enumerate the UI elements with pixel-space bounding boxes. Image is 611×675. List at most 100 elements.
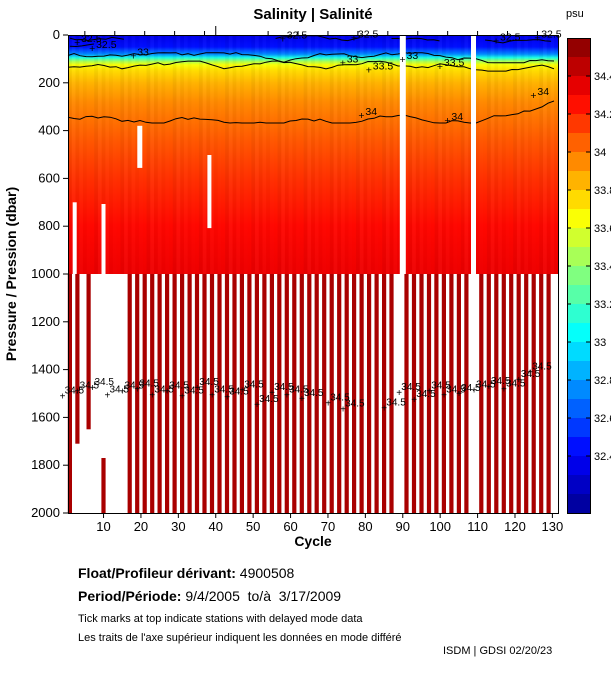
profile-column [450, 35, 454, 274]
contour-label-plus-mark: + [224, 393, 230, 404]
profile-column [334, 35, 338, 274]
deep-bar [359, 274, 364, 513]
profile-column [150, 35, 154, 274]
profile-column [236, 35, 240, 274]
contour-label-34-5: 34.5 [259, 394, 279, 405]
contour-label-34-5: 34.5 [304, 388, 324, 399]
contour-label-34-5: 34.5 [386, 397, 406, 408]
deep-bar [172, 274, 177, 513]
colorbar-band [567, 95, 590, 115]
deep-bar [389, 274, 394, 513]
x-tick-label: 60 [283, 519, 297, 534]
profile-column [289, 35, 293, 274]
colorbar-tick-label: 32.6 [594, 413, 611, 425]
deep-bar [150, 274, 155, 513]
y-axis-ticks: 0 200 400 600 800 1000 1200 1400 1600 1800 2000 [31, 27, 68, 520]
profile-column [229, 35, 233, 274]
colorbar-tick-label: 34.4 [594, 71, 611, 83]
deep-bar [254, 274, 259, 513]
contour-label-plus-mark: + [89, 43, 95, 55]
contour-label-plus-mark: + [105, 390, 111, 401]
profile-column [345, 35, 349, 274]
contour-line-32.5 [391, 37, 440, 42]
colorbar-tick-label: 33.8 [594, 185, 611, 197]
contour-label-34-5: 34.5 [214, 384, 234, 395]
contour-label-plus-mark: + [269, 388, 275, 399]
deep-bar [232, 274, 237, 513]
profile-column-texture [68, 35, 547, 274]
deep-bar [449, 274, 454, 513]
colorbar-band [567, 57, 590, 77]
deep-bar [329, 274, 334, 513]
contour-label-34-5: 34.5 [110, 384, 130, 395]
contour-label-34: 34 [365, 106, 377, 118]
deep-bar [299, 274, 304, 513]
profile-column [154, 35, 158, 274]
profile-column [109, 35, 113, 274]
profile-column [180, 35, 184, 274]
contour-label-34: 34 [451, 111, 463, 123]
deep-bar [464, 274, 469, 513]
contour-label-plus-mark: + [516, 375, 522, 386]
profile-column [543, 35, 547, 274]
deep-bar [546, 274, 551, 513]
contour-label-plus-mark: + [284, 390, 290, 401]
contour-label-33: 33 [347, 54, 359, 66]
deep-bar [67, 274, 72, 513]
note-english: Tick marks at top indicate stations with… [78, 613, 363, 625]
profile-column [285, 35, 289, 274]
deep-bar [501, 274, 506, 513]
contour-label-plus-mark: + [164, 387, 170, 398]
contour-line-32.5 [69, 43, 94, 48]
profile-column [319, 35, 323, 274]
profile-column [233, 35, 237, 274]
contour-label-34-5: 34.5 [95, 377, 115, 388]
period-label: Period/Période: [78, 588, 182, 604]
profile-column [83, 35, 87, 274]
profile-column [356, 35, 360, 274]
gap-strip [207, 155, 212, 229]
profile-column [244, 35, 248, 274]
contour-label-34-5: 34.5 [521, 369, 541, 380]
contour-label-plus-mark: + [280, 34, 286, 46]
x-tick-label: 110 [467, 519, 488, 534]
x-tick-label: 90 [396, 519, 410, 534]
colorbar-band [567, 285, 590, 305]
profile-column [191, 35, 195, 274]
colorbar-band [567, 399, 590, 419]
contour-label-plus-mark: + [456, 389, 462, 400]
contour-label-plus-mark: + [325, 399, 331, 410]
deep-bar [374, 274, 379, 513]
contour-label-34-5: 34.5 [345, 399, 365, 410]
profile-column [251, 35, 256, 274]
colorbar-tick-label: 33.6 [594, 223, 611, 235]
contour-line-32.5 [69, 36, 124, 42]
contour-label-34-5: 34.5 [401, 382, 421, 393]
contour-label-34-5: 34.5 [154, 384, 174, 395]
x-tick-label: 70 [321, 519, 335, 534]
colorbar-tick-label: 33.2 [594, 299, 611, 311]
profile-column [87, 35, 91, 274]
deep-bar [494, 274, 499, 513]
profile-column [132, 35, 136, 274]
deep-bar [217, 274, 222, 513]
delayed-mode-ticks [84, 26, 538, 35]
contour-line-32.5 [485, 39, 552, 44]
colorbar-band [567, 209, 590, 229]
deep-bar [344, 274, 349, 513]
chart-title: Salinity | Salinité [253, 6, 373, 23]
deep-bar [367, 274, 372, 513]
contour-label-32.5: 32.5 [81, 33, 102, 45]
plot-border [68, 35, 559, 514]
colorbar-band [567, 266, 590, 286]
deep-bar [411, 274, 417, 513]
contour-label-33: 33 [137, 46, 149, 58]
profile-column [146, 35, 151, 274]
y-tick-label: 400 [38, 123, 60, 138]
deep-bar [404, 274, 409, 513]
float-id-label: Float/Profileur dérivant: [78, 565, 236, 581]
profile-column [486, 35, 491, 274]
y-axis-label: Pressure / Pression (dbar) [3, 187, 19, 361]
contour-label-34-5: 34.5 [199, 377, 219, 388]
